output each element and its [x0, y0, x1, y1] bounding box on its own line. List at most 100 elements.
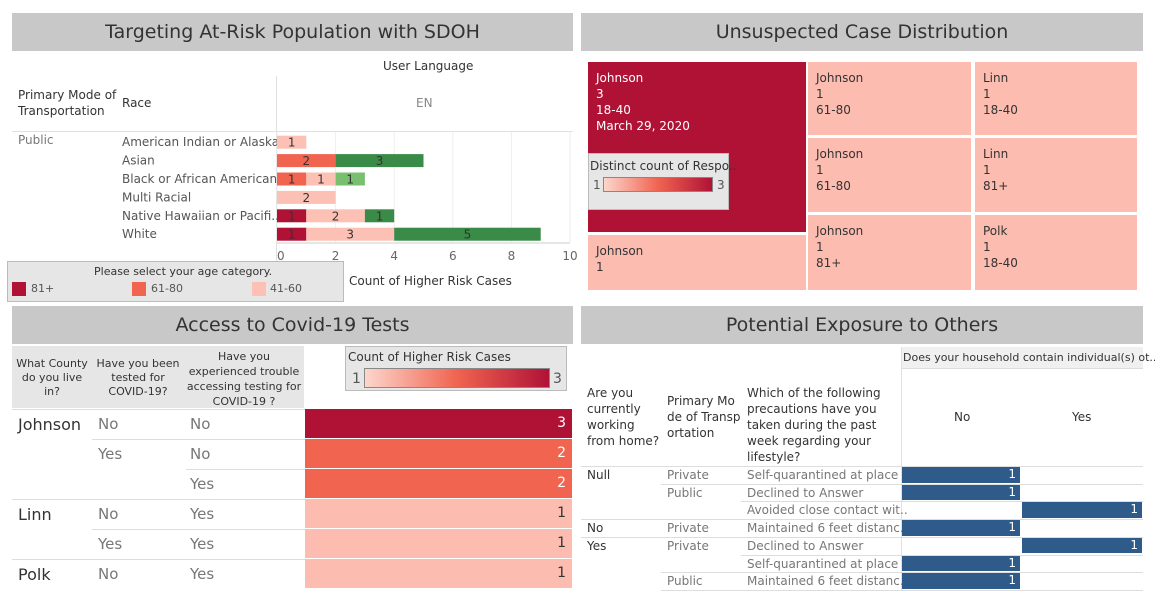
highlight-cell[interactable]: 1 [1022, 502, 1142, 519]
treemap-cell[interactable]: Linn 1 81+ [975, 138, 1137, 212]
category-label: Native Hawaiian or Pacifi.. [122, 209, 279, 223]
cell-value: 1 [1008, 467, 1016, 481]
legend-label-41-60[interactable]: 41-60 [270, 282, 302, 295]
cell-line: 1 [816, 240, 824, 254]
bar-segment[interactable] [277, 209, 307, 223]
bar-segment[interactable] [335, 154, 424, 168]
divider [901, 347, 902, 590]
legend-swatch-41-60[interactable] [252, 282, 266, 296]
row-divider [186, 469, 305, 470]
bar-segment[interactable] [394, 227, 541, 241]
header-precautions: Which of the following precautions have … [747, 386, 881, 464]
row-label-trouble: Yes [190, 505, 215, 523]
row-label-trouble: No [190, 415, 211, 433]
heat-cell[interactable]: 3 [305, 409, 572, 438]
row-divider [12, 559, 305, 560]
highlight-cell[interactable]: 1 [902, 555, 1020, 572]
cell-line: 1 [983, 240, 991, 254]
treemap-cell[interactable]: Polk 1 18-40 [975, 215, 1137, 290]
legend-swatch-81plus[interactable] [12, 282, 26, 296]
heat-value: 2 [557, 445, 566, 461]
cell-value: 1 [1130, 502, 1138, 517]
row-divider [12, 499, 305, 500]
treemap-cell[interactable]: Linn 1 18-40 [975, 62, 1137, 135]
bar-segment[interactable] [277, 172, 307, 186]
cell-line: 1 [983, 87, 991, 101]
row-label-tested: Yes [98, 535, 123, 553]
x-tick-label: 8 [508, 249, 516, 263]
row-label-county: Linn [18, 505, 52, 524]
row-divider [92, 529, 305, 530]
bar-segment[interactable] [364, 209, 395, 223]
treemap-color-legend[interactable]: Distinct count of Respo.. 1 3 [588, 153, 736, 210]
cell-line: Johnson [816, 147, 864, 161]
row-label-tested: Yes [98, 445, 123, 463]
bar-segment[interactable] [277, 227, 307, 241]
cell-value: 1 [1008, 573, 1016, 588]
row-label-precaution: Maintained 6 feet distanc.. [747, 521, 908, 536]
row-divider [581, 536, 1143, 538]
highlight-cell[interactable]: 1 [902, 573, 1020, 589]
category-label: American Indian or Alaska.. [122, 135, 287, 149]
panel-title-sdoh: Targeting At-Risk Population with SDOH [12, 13, 573, 51]
bar-segment[interactable] [277, 135, 307, 149]
age-legend[interactable]: Please select your age category. 81+ 61-… [7, 261, 344, 302]
x-tick-label: 6 [449, 249, 457, 263]
cell-line: Johnson [596, 244, 644, 258]
cell-line: 18-40 [983, 256, 1018, 270]
row-label-home: Yes [587, 538, 607, 553]
row-label-trouble: Yes [190, 565, 215, 583]
category-label: Multi Racial [122, 190, 191, 204]
heat-cell[interactable]: 1 [305, 559, 572, 588]
row-divider [661, 589, 1143, 591]
cell-line: 3 [596, 87, 604, 101]
divider [12, 131, 573, 132]
bar-segment[interactable] [277, 154, 336, 168]
bar-segment[interactable] [306, 209, 365, 223]
treemap-cell[interactable]: Johnson 1 [588, 235, 806, 290]
row-divider [581, 519, 1143, 521]
cell-line: March 29, 2020 [596, 119, 690, 133]
heat-cell[interactable]: 2 [305, 469, 572, 498]
row-label-precaution: Declined to Answer [747, 485, 864, 500]
highlight-cell[interactable]: 1 [1022, 537, 1142, 554]
treemap-cell[interactable]: Johnson 1 61-80 [808, 138, 971, 212]
bar-value-label: 1 [288, 173, 296, 187]
legend-label-81plus[interactable]: 81+ [31, 282, 55, 295]
row-header-transport: Primary Mode of Transportation [18, 88, 117, 118]
heat-cell[interactable]: 1 [305, 529, 572, 558]
legend-swatch-61-80[interactable] [132, 282, 146, 296]
panel-title-unsuspected: Unsuspected Case Distribution [581, 13, 1143, 51]
bar-value-label: 5 [464, 228, 472, 242]
treemap-cell[interactable]: Johnson 1 61-80 [808, 62, 971, 135]
heat-cell[interactable]: 2 [305, 439, 572, 468]
row-label-tested: No [98, 415, 119, 433]
cell-line: Polk [983, 224, 1008, 238]
cell-line: Linn [983, 71, 1009, 85]
cell-line: 18-40 [596, 103, 631, 117]
bar-segment[interactable] [306, 227, 395, 241]
heat-value: 1 [557, 565, 566, 581]
heat-cell[interactable]: 1 [305, 499, 572, 528]
legend-label-61-80[interactable]: 61-80 [151, 282, 183, 295]
header-transport: Primary Mode of Transportation [667, 394, 741, 440]
col-header-household-bg [901, 347, 1143, 369]
highlight-cell[interactable]: 1 [902, 520, 1020, 536]
header-tested: Have you been tested for COVID-19? [96, 357, 180, 398]
treemap-cell[interactable]: Johnson 1 81+ [808, 215, 971, 290]
cell-line: 1 [596, 260, 604, 274]
row-label-county: Polk [18, 565, 51, 584]
row-label-home: No [587, 521, 604, 536]
highlight-cell[interactable]: 1 [902, 484, 1020, 501]
bar-segment[interactable] [277, 190, 336, 204]
row-label-tested: No [98, 505, 119, 523]
cell-line: 1 [816, 163, 824, 177]
row-divider [741, 554, 1143, 556]
bar-segment[interactable] [306, 172, 336, 186]
highlight-cell[interactable]: 1 [902, 467, 1020, 483]
tests-color-legend[interactable]: Count of Higher Risk Cases 1 3 [345, 346, 567, 391]
legend-min: 1 [352, 371, 361, 387]
col-header-user-language: User Language [383, 59, 474, 73]
bar-segment[interactable] [335, 172, 365, 186]
legend-gradient [364, 368, 550, 388]
